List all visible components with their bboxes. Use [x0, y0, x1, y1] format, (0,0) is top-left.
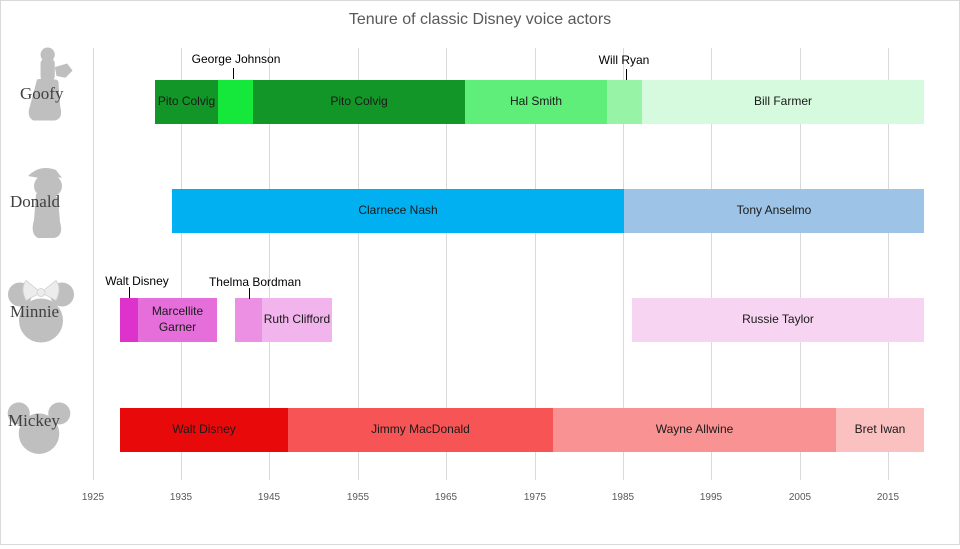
row-label-mickey: Mickey: [8, 411, 60, 430]
gridline: [93, 48, 94, 480]
bar-segment[interactable]: [235, 298, 262, 342]
x-tick-label: 1935: [169, 492, 193, 503]
callout-leader-line: [626, 69, 627, 80]
gridline: [446, 48, 447, 480]
gridline: [358, 48, 359, 480]
bar-segment[interactable]: Pito Colvig: [155, 80, 218, 124]
row-label-minnie: Minnie: [10, 302, 60, 321]
x-tick-label: 1965: [434, 492, 458, 503]
gridline: [535, 48, 536, 480]
bar-label-line: Marcellite: [151, 304, 204, 319]
bar-segment[interactable]: Bill Farmer: [642, 80, 924, 124]
x-tick-label: 1985: [611, 492, 635, 503]
bar-label-line: Garner: [158, 320, 197, 334]
x-tick-label: 2005: [788, 492, 812, 503]
gridline: [269, 48, 270, 480]
bar-segment[interactable]: Hal Smith: [465, 80, 607, 124]
bar-segment[interactable]: Russie Taylor: [632, 298, 924, 342]
bar-segment[interactable]: [218, 80, 253, 124]
x-tick-label: 1925: [81, 492, 105, 503]
bar-segment[interactable]: Walt Disney: [120, 408, 288, 452]
bar-segment[interactable]: Clarnece Nash: [172, 189, 624, 233]
donald-silhouette-icon: [28, 168, 62, 238]
minnie-silhouette-icon: [8, 279, 74, 343]
gridline: [181, 48, 182, 480]
bar-segment[interactable]: Bret Iwan: [836, 408, 924, 452]
bar-segment[interactable]: Tony Anselmo: [624, 189, 924, 233]
bar-segment[interactable]: Ruth Clifford: [262, 298, 332, 342]
bar-segment[interactable]: Wayne Allwine: [553, 408, 836, 452]
row-label-goofy: Goofy: [20, 84, 64, 103]
bar-segment[interactable]: Pito Colvig: [253, 80, 465, 124]
gridline: [888, 48, 889, 480]
gridline: [800, 48, 801, 480]
bar-segment[interactable]: [607, 80, 642, 124]
x-tick-label: 1945: [257, 492, 281, 503]
chart-title: Tenure of classic Disney voice actors: [348, 11, 612, 28]
x-tick-label: 1955: [346, 492, 370, 503]
mickey-silhouette-icon: [7, 402, 71, 454]
gridline: [623, 48, 624, 480]
x-tick-label: 1995: [699, 492, 723, 503]
bar-segment[interactable]: Jimmy MacDonald: [288, 408, 553, 452]
callout-label: George Johnson: [191, 52, 281, 66]
callout-leader-line: [129, 287, 130, 298]
callout-label: Will Ryan: [598, 53, 650, 67]
row-label-donald: Donald: [10, 192, 61, 211]
gridline: [711, 48, 712, 480]
goofy-silhouette-icon: [28, 47, 73, 121]
bar-segment[interactable]: Marcellite Garner: [138, 298, 217, 342]
x-tick-label: 2015: [876, 492, 900, 503]
callout-leader-line: [249, 288, 250, 299]
callout-leader-line: [233, 68, 234, 79]
callout-label: Walt Disney: [105, 274, 169, 288]
callout-label: Thelma Bordman: [208, 275, 302, 289]
bar-segment[interactable]: [120, 298, 138, 342]
x-tick-label: 1975: [523, 492, 547, 503]
